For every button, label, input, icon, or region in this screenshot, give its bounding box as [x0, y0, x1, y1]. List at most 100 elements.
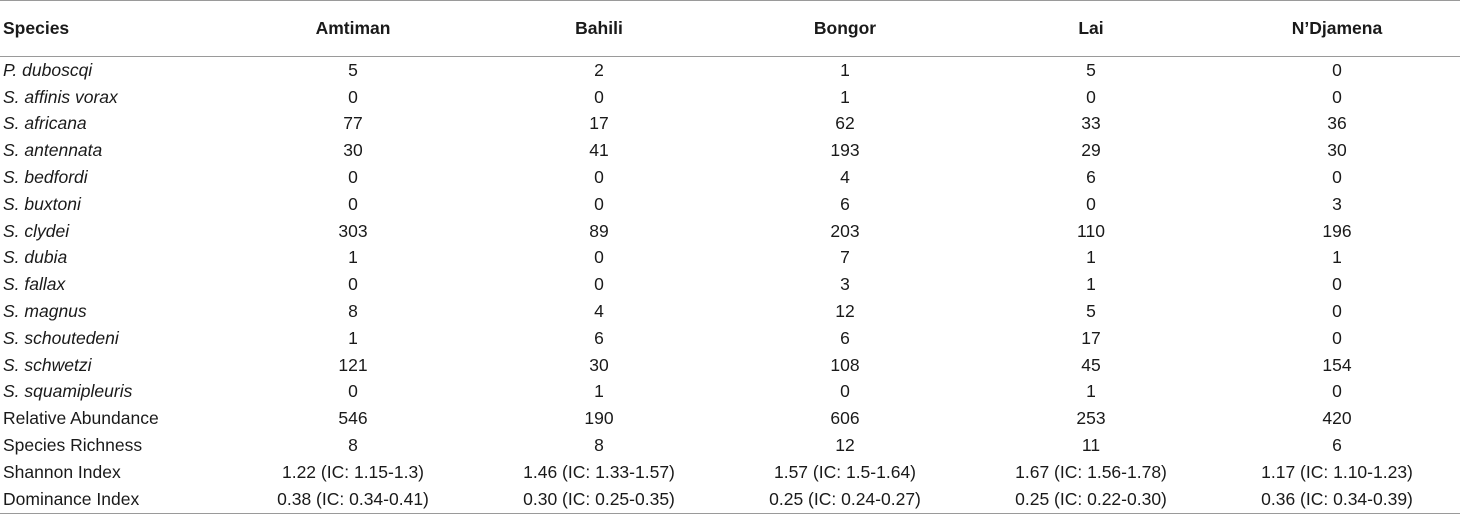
table-cell: 0.36 (IC: 0.34-0.39)	[1214, 485, 1460, 514]
table-cell: 1	[1086, 381, 1096, 402]
table-cell: 0	[348, 381, 358, 402]
table-cell: 0	[1332, 59, 1342, 80]
table-cell: 0	[348, 193, 358, 214]
table-cell: 0	[1332, 327, 1342, 348]
table-cell: 77	[343, 113, 363, 134]
table-cell: 5	[1086, 59, 1096, 80]
row-label: S. magnus	[3, 301, 87, 322]
table-row: S. fallax 0 0 3 1 0	[0, 271, 1460, 298]
table-cell: 30	[589, 354, 609, 375]
table-row: S. africana 77 17 62 33 36	[0, 111, 1460, 138]
row-label: S. schoutedeni	[3, 327, 119, 348]
row-label: S. squamipleuris	[3, 381, 133, 402]
row-label: S. fallax	[3, 274, 66, 295]
table-cell: 0	[594, 247, 604, 268]
table-cell: 29	[1081, 140, 1101, 161]
table-cell: 1	[348, 247, 358, 268]
table-cell: 1	[1332, 247, 1342, 268]
row-label: S. affinis vorax	[3, 86, 118, 107]
table-cell: 89	[589, 220, 609, 241]
table-cell: 12	[835, 301, 855, 322]
table-cell: 0.25 (IC: 0.24-0.27)	[722, 485, 968, 514]
table-cell: 203	[830, 220, 860, 241]
table-cell: 0	[1086, 86, 1096, 107]
table-row: S. clydei 303 89 203 110 196	[0, 218, 1460, 245]
table-cell: 1	[840, 59, 850, 80]
table-cell: 420	[1322, 408, 1352, 429]
table-cell: 0	[594, 86, 604, 107]
table-cell: 1	[1086, 247, 1096, 268]
table-row: S. magnus 8 4 12 5 0	[0, 298, 1460, 325]
table-row: S. schoutedeni 1 6 6 17 0	[0, 325, 1460, 352]
table-row: S. schwetzi 121 30 108 45 154	[0, 352, 1460, 379]
table-cell: 8	[594, 435, 604, 456]
table-cell: 11	[1081, 435, 1101, 456]
table-cell: 253	[1076, 408, 1106, 429]
table-cell: 1	[840, 86, 850, 107]
table-cell: 1.57 (IC: 1.5-1.64)	[773, 461, 917, 482]
table-cell: 0	[1332, 167, 1342, 188]
table-row: S. bedfordi 0 0 4 6 0	[0, 164, 1460, 191]
column-header-site: N’Djamena	[1214, 0, 1460, 57]
table-row: Shannon Index 1.22 (IC: 1.15-1.3) 1.46 (IC…	[0, 459, 1460, 486]
header-row: Species Amtiman Bahili Bongor Lai N’Djamena	[0, 0, 1460, 57]
table-cell: 62	[835, 113, 855, 134]
table-cell: 0	[348, 167, 358, 188]
table-cell: 1	[348, 327, 358, 348]
table-cell: 1	[1086, 274, 1096, 295]
row-label: S. antennata	[3, 140, 103, 161]
table-cell: 2	[594, 59, 604, 80]
table-cell: 8	[348, 435, 358, 456]
table-cell: 6	[840, 327, 850, 348]
table-cell: 8	[348, 301, 358, 322]
table-cell: 0.25 (IC: 0.22-0.30)	[968, 485, 1214, 514]
row-label: Shannon Index	[3, 461, 121, 482]
table-cell: 3	[840, 274, 850, 295]
row-label: S. buxtoni	[3, 193, 81, 214]
table-cell: 0	[594, 167, 604, 188]
table-row: S. affinis vorax 0 0 1 0 0	[0, 84, 1460, 111]
table-cell: 5	[1086, 301, 1096, 322]
row-label: Species Richness	[3, 435, 143, 456]
table-cell: 190	[584, 408, 614, 429]
table-cell: 4	[840, 167, 850, 188]
row-label: S. africana	[3, 113, 87, 134]
table-cell: 108	[830, 354, 860, 375]
row-label: Relative Abundance	[3, 408, 159, 429]
table-cell: 30	[343, 140, 363, 161]
row-label: P. duboscqi	[3, 59, 93, 80]
table-cell: 33	[1081, 113, 1101, 134]
table-cell: 6	[594, 327, 604, 348]
table-cell: 1.22 (IC: 1.15-1.3)	[281, 461, 425, 482]
table-cell: 1.17 (IC: 1.10-1.23)	[1261, 461, 1413, 482]
table-cell: 17	[1081, 327, 1101, 348]
table-cell: 3	[1332, 193, 1342, 214]
table-cell: 0	[348, 86, 358, 107]
column-header-site: Amtiman	[230, 0, 476, 57]
table-cell: 606	[830, 408, 860, 429]
table-row: S. antennata 30 41 193 29 30	[0, 137, 1460, 164]
table-cell: 110	[1077, 220, 1105, 241]
table-cell: 41	[589, 140, 609, 161]
table-cell: 12	[835, 435, 855, 456]
table-cell: 154	[1322, 354, 1352, 375]
column-header-site: Lai	[968, 0, 1214, 57]
table-cell: 0	[1332, 381, 1342, 402]
table-cell: 0.30 (IC: 0.25-0.35)	[476, 485, 722, 514]
table-row: S. dubia 1 0 7 1 1	[0, 245, 1460, 272]
table-row: S. squamipleuris 0 1 0 1 0	[0, 379, 1460, 406]
table-cell: 4	[594, 301, 604, 322]
table-row: S. buxtoni 0 0 6 0 3	[0, 191, 1460, 218]
table-cell: 1.67 (IC: 1.56-1.78)	[1015, 461, 1167, 482]
table-cell: 0	[1332, 301, 1342, 322]
table-cell: 546	[338, 408, 368, 429]
table-cell: 193	[830, 140, 860, 161]
row-label: S. dubia	[3, 247, 68, 268]
table-header: Species Amtiman Bahili Bongor Lai N’Djamena	[0, 0, 1460, 57]
table-cell: 7	[840, 247, 850, 268]
table-cell: 0	[594, 274, 604, 295]
table-cell: 30	[1327, 140, 1347, 161]
row-label: S. bedfordi	[3, 167, 88, 188]
column-header-species: Species	[0, 0, 230, 57]
table-cell: 6	[840, 193, 850, 214]
